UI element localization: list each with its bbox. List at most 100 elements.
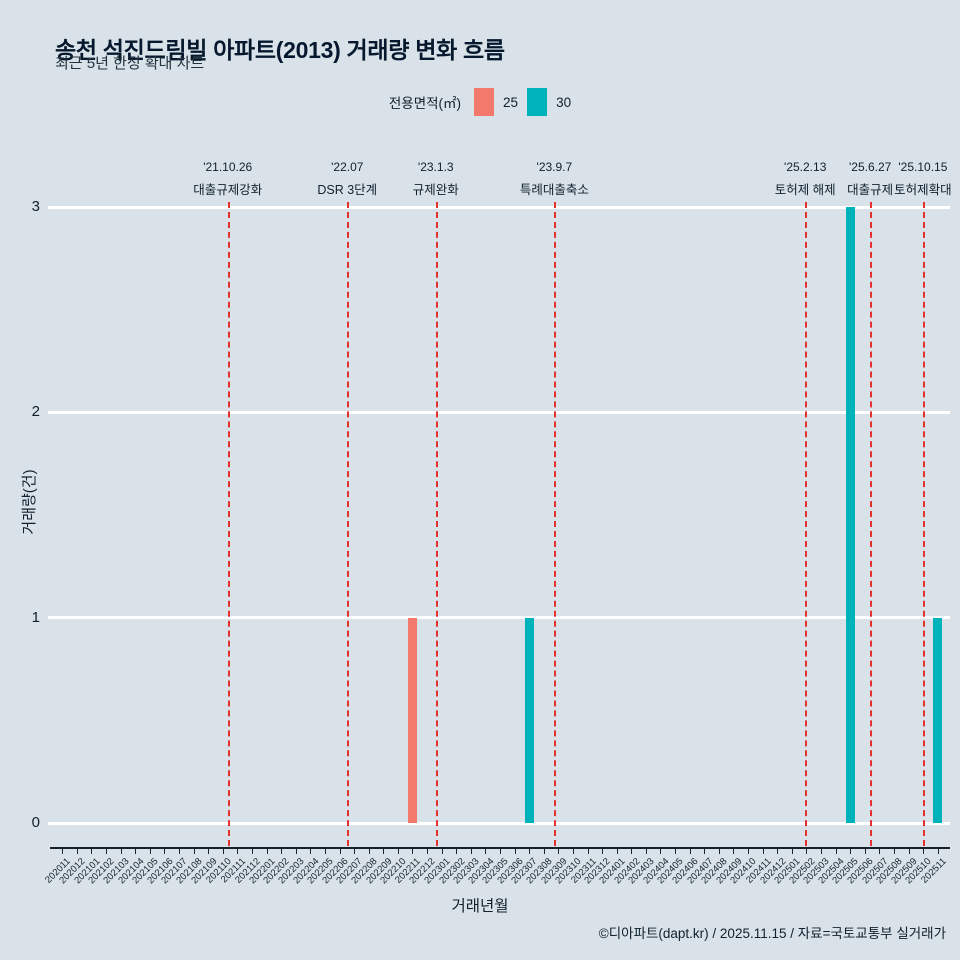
legend-swatch-25 <box>474 88 495 116</box>
x-tick <box>208 849 210 854</box>
x-tick <box>923 849 925 854</box>
event-line <box>805 202 808 846</box>
gridline <box>48 410 950 414</box>
x-tick <box>733 849 735 854</box>
event-name-label: 대출규제강화 <box>193 183 263 197</box>
y-tick-label: 1 <box>31 608 40 626</box>
y-axis-title: 거래량(건) <box>21 469 38 535</box>
x-tick <box>500 849 501 854</box>
x-tick <box>660 849 662 854</box>
x-tick <box>354 849 356 854</box>
x-tick <box>762 849 764 854</box>
x-tick <box>908 849 910 854</box>
y-tick-label: 2 <box>31 403 40 421</box>
x-tick <box>383 849 385 854</box>
event-name-label: 대출규제 <box>847 183 894 197</box>
x-tick <box>295 849 297 854</box>
x-tick <box>266 849 268 854</box>
event-line <box>435 202 438 846</box>
x-tick <box>456 849 458 854</box>
x-tick <box>324 849 326 854</box>
x-tick <box>310 849 312 854</box>
legend-swatch-30 <box>527 88 548 116</box>
x-tick <box>791 849 793 854</box>
x-tick <box>222 849 224 854</box>
event-date-label: '25.6.27 <box>848 160 892 174</box>
event-name-label: 토허제확대 <box>894 183 952 197</box>
x-tick <box>179 849 181 854</box>
event-line <box>227 202 230 846</box>
credit-text: ©디아파트(dapt.kr) / 2025.11.15 / 자료=국토교통부 실… <box>598 926 946 941</box>
x-tick <box>62 849 64 854</box>
x-tick <box>572 849 574 854</box>
event-date-label: '21.10.26 <box>203 160 253 174</box>
event-date-label: '23.9.7 <box>536 160 573 174</box>
x-tick <box>441 849 443 854</box>
x-tick <box>514 849 516 854</box>
x-tick <box>806 849 808 854</box>
bar-30-202505 <box>845 207 855 823</box>
x-tick <box>427 849 429 854</box>
x-tick <box>412 849 414 854</box>
legend-item-25-label: 25 <box>503 94 519 110</box>
x-tick <box>76 849 78 854</box>
x-tick <box>397 849 399 854</box>
gridline <box>48 616 950 620</box>
event-date-label: '23.1.3 <box>417 160 454 174</box>
x-tick <box>281 849 283 854</box>
x-tick <box>777 849 779 854</box>
x-tick <box>850 849 852 854</box>
x-tick <box>106 849 108 854</box>
event-date-label: '22.07 <box>331 160 364 174</box>
bar-25-202211 <box>407 617 417 823</box>
legend: 전용면적(㎡) 25 30 <box>0 88 960 116</box>
event-name-label: 규제완화 <box>412 183 459 197</box>
event-line <box>347 202 350 846</box>
bar-30-202511 <box>933 617 943 823</box>
event-name-label: 특례대출축소 <box>519 183 589 197</box>
x-axis-line <box>50 847 950 849</box>
page-title: 송천 석진드림빌 아파트(2013) 거래량 변화 흐름 <box>55 37 505 64</box>
page-subtitle: 최근 5년 한정 확대 차트 <box>55 55 205 72</box>
x-tick <box>748 849 750 854</box>
event-name-label: 토허제 해제 <box>774 183 836 197</box>
x-tick <box>645 849 647 854</box>
y-tick-label: 3 <box>31 198 40 215</box>
x-tick <box>558 849 560 854</box>
x-tick <box>120 849 122 854</box>
event-line <box>870 202 873 846</box>
x-tick <box>485 849 487 854</box>
x-tick <box>193 849 195 854</box>
x-tick <box>864 849 866 854</box>
event-date-label: '25.2.13 <box>784 160 827 174</box>
gridline <box>48 821 950 825</box>
x-tick <box>135 849 137 854</box>
x-tick <box>616 849 618 854</box>
x-tick <box>879 849 881 854</box>
x-tick <box>675 849 677 854</box>
x-tick <box>237 849 239 854</box>
bar-30-202307 <box>524 617 534 823</box>
x-tick <box>368 849 370 854</box>
x-tick <box>689 849 691 854</box>
x-tick <box>164 849 166 854</box>
x-tick <box>543 849 545 854</box>
x-tick <box>937 849 939 854</box>
event-line <box>922 202 925 846</box>
legend-item-30-label: 30 <box>556 94 572 110</box>
gridline <box>48 205 950 209</box>
y-tick-label: 0 <box>31 814 40 831</box>
x-tick <box>718 849 720 854</box>
x-tick <box>529 849 531 854</box>
legend-title: 전용면적(㎡) <box>388 96 462 111</box>
x-tick <box>149 849 151 854</box>
x-tick <box>820 849 822 854</box>
event-name-label: DSR 3단계 <box>317 183 378 197</box>
x-tick <box>587 849 589 854</box>
x-tick <box>631 849 633 854</box>
x-tick <box>91 849 93 854</box>
x-tick <box>893 849 895 854</box>
x-tick <box>339 849 341 854</box>
x-tick <box>602 849 604 854</box>
